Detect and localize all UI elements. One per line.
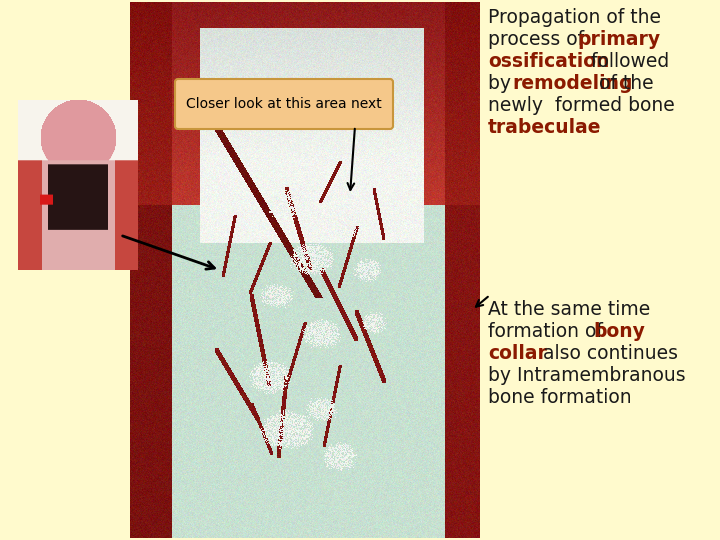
Text: collar: collar: [488, 344, 547, 363]
Text: primary: primary: [577, 30, 660, 49]
Text: followed: followed: [585, 52, 670, 71]
Text: bone formation: bone formation: [488, 388, 631, 407]
Text: of the: of the: [593, 74, 654, 93]
Text: trabeculae: trabeculae: [488, 118, 601, 137]
Text: by: by: [488, 74, 517, 93]
Text: process of: process of: [488, 30, 590, 49]
Text: newly  formed bone: newly formed bone: [488, 96, 675, 115]
Text: Propagation of the: Propagation of the: [488, 8, 661, 27]
Text: At the same time: At the same time: [488, 300, 650, 319]
FancyBboxPatch shape: [175, 79, 393, 129]
Text: ossification: ossification: [488, 52, 609, 71]
Text: also continues: also continues: [536, 344, 678, 363]
Text: formation of: formation of: [488, 322, 609, 341]
Text: remodeling: remodeling: [513, 74, 633, 93]
Text: bony: bony: [593, 322, 645, 341]
Text: Closer look at this area next: Closer look at this area next: [186, 97, 382, 111]
Text: by Intramembranous: by Intramembranous: [488, 366, 685, 385]
